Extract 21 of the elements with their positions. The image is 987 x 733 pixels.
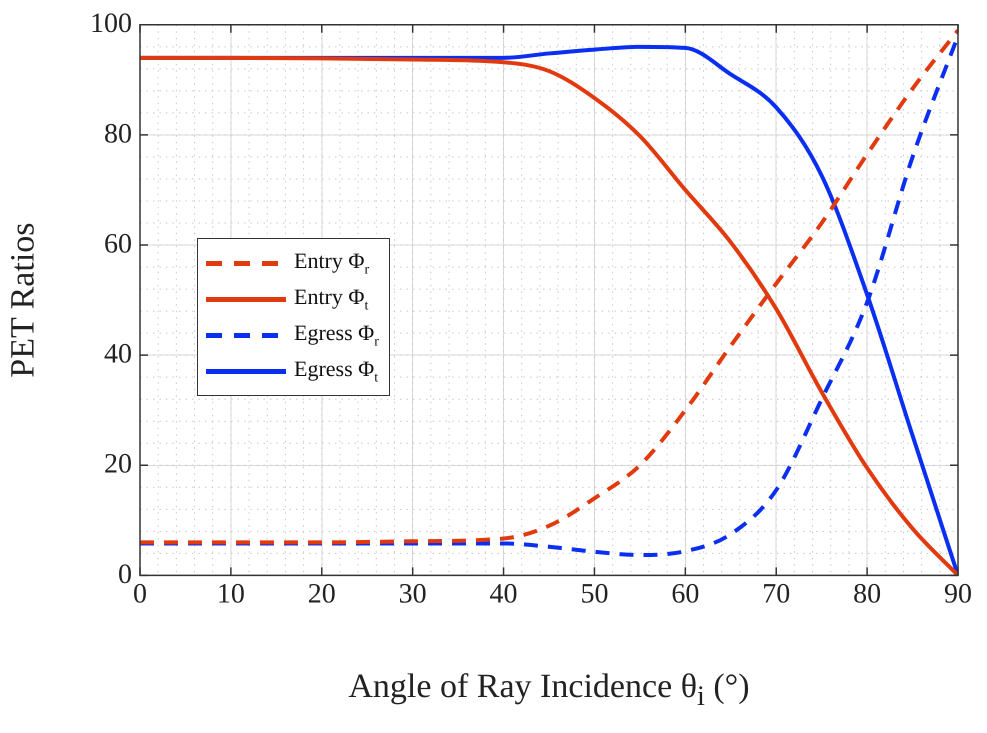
x-tick-label: 20 bbox=[308, 578, 336, 610]
x-tick-label: 10 bbox=[216, 578, 245, 610]
legend-label: Egress Φ$_{t}$ bbox=[294, 356, 378, 386]
y-tick-label: 60 bbox=[104, 228, 132, 260]
legend-label: Entry Φ$_{r}$ bbox=[294, 248, 370, 278]
y-tick-label: 40 bbox=[104, 338, 132, 370]
y-tick-label: 20 bbox=[104, 448, 132, 480]
y-tick-label: 0 bbox=[118, 558, 132, 590]
legend-label: Egress Φ$_{r}$ bbox=[294, 320, 379, 350]
x-tick-label: 80 bbox=[853, 578, 882, 610]
x-tick-label: 90 bbox=[944, 578, 972, 610]
legend-label: Entry Φ$_{t}$ bbox=[294, 284, 368, 314]
x-tick-label: 70 bbox=[762, 578, 790, 610]
y-tick-label: 80 bbox=[104, 118, 132, 150]
x-tick-label: 30 bbox=[398, 578, 427, 610]
x-tick-label: 60 bbox=[671, 578, 700, 610]
y-tick-label: 100 bbox=[90, 8, 132, 40]
x-axis-title: Angle of Ray Incidence θ$_{i}$ (°) bbox=[347, 668, 751, 713]
x-tick-label: 50 bbox=[580, 578, 608, 610]
x-tick-label: 40 bbox=[490, 578, 518, 610]
y-axis-title: PET Ratios bbox=[4, 222, 42, 378]
